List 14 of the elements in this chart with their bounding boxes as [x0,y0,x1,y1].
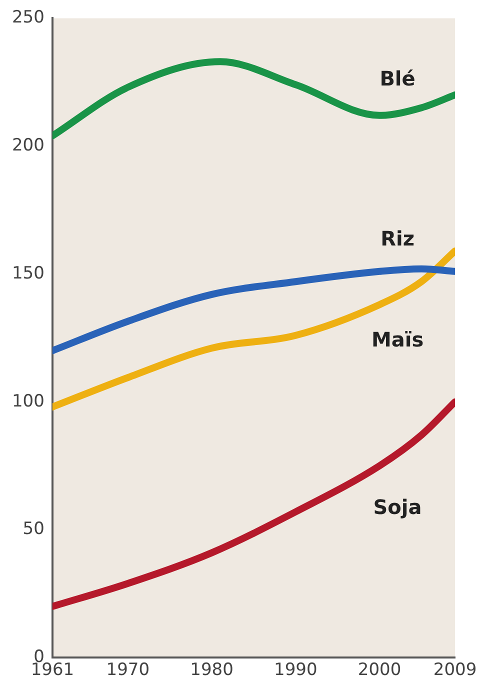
series-label: Blé [380,66,416,90]
series-label: Soja [373,494,422,519]
y-tick-label: 250 [12,8,44,28]
y-tick-label: 200 [12,136,44,156]
series-label: Riz [380,226,414,250]
x-tick-label: 1980 [190,660,234,680]
series-label: Maïs [371,328,424,352]
x-tick-label: 2009 [433,660,477,680]
x-tick-label: 2000 [358,660,402,680]
y-tick-label: 150 [12,263,44,284]
x-tick-label: 1990 [274,660,318,680]
y-tick-label: 50 [22,519,44,540]
x-tick-label: 1970 [106,660,150,680]
y-tick-label: 100 [12,391,44,412]
